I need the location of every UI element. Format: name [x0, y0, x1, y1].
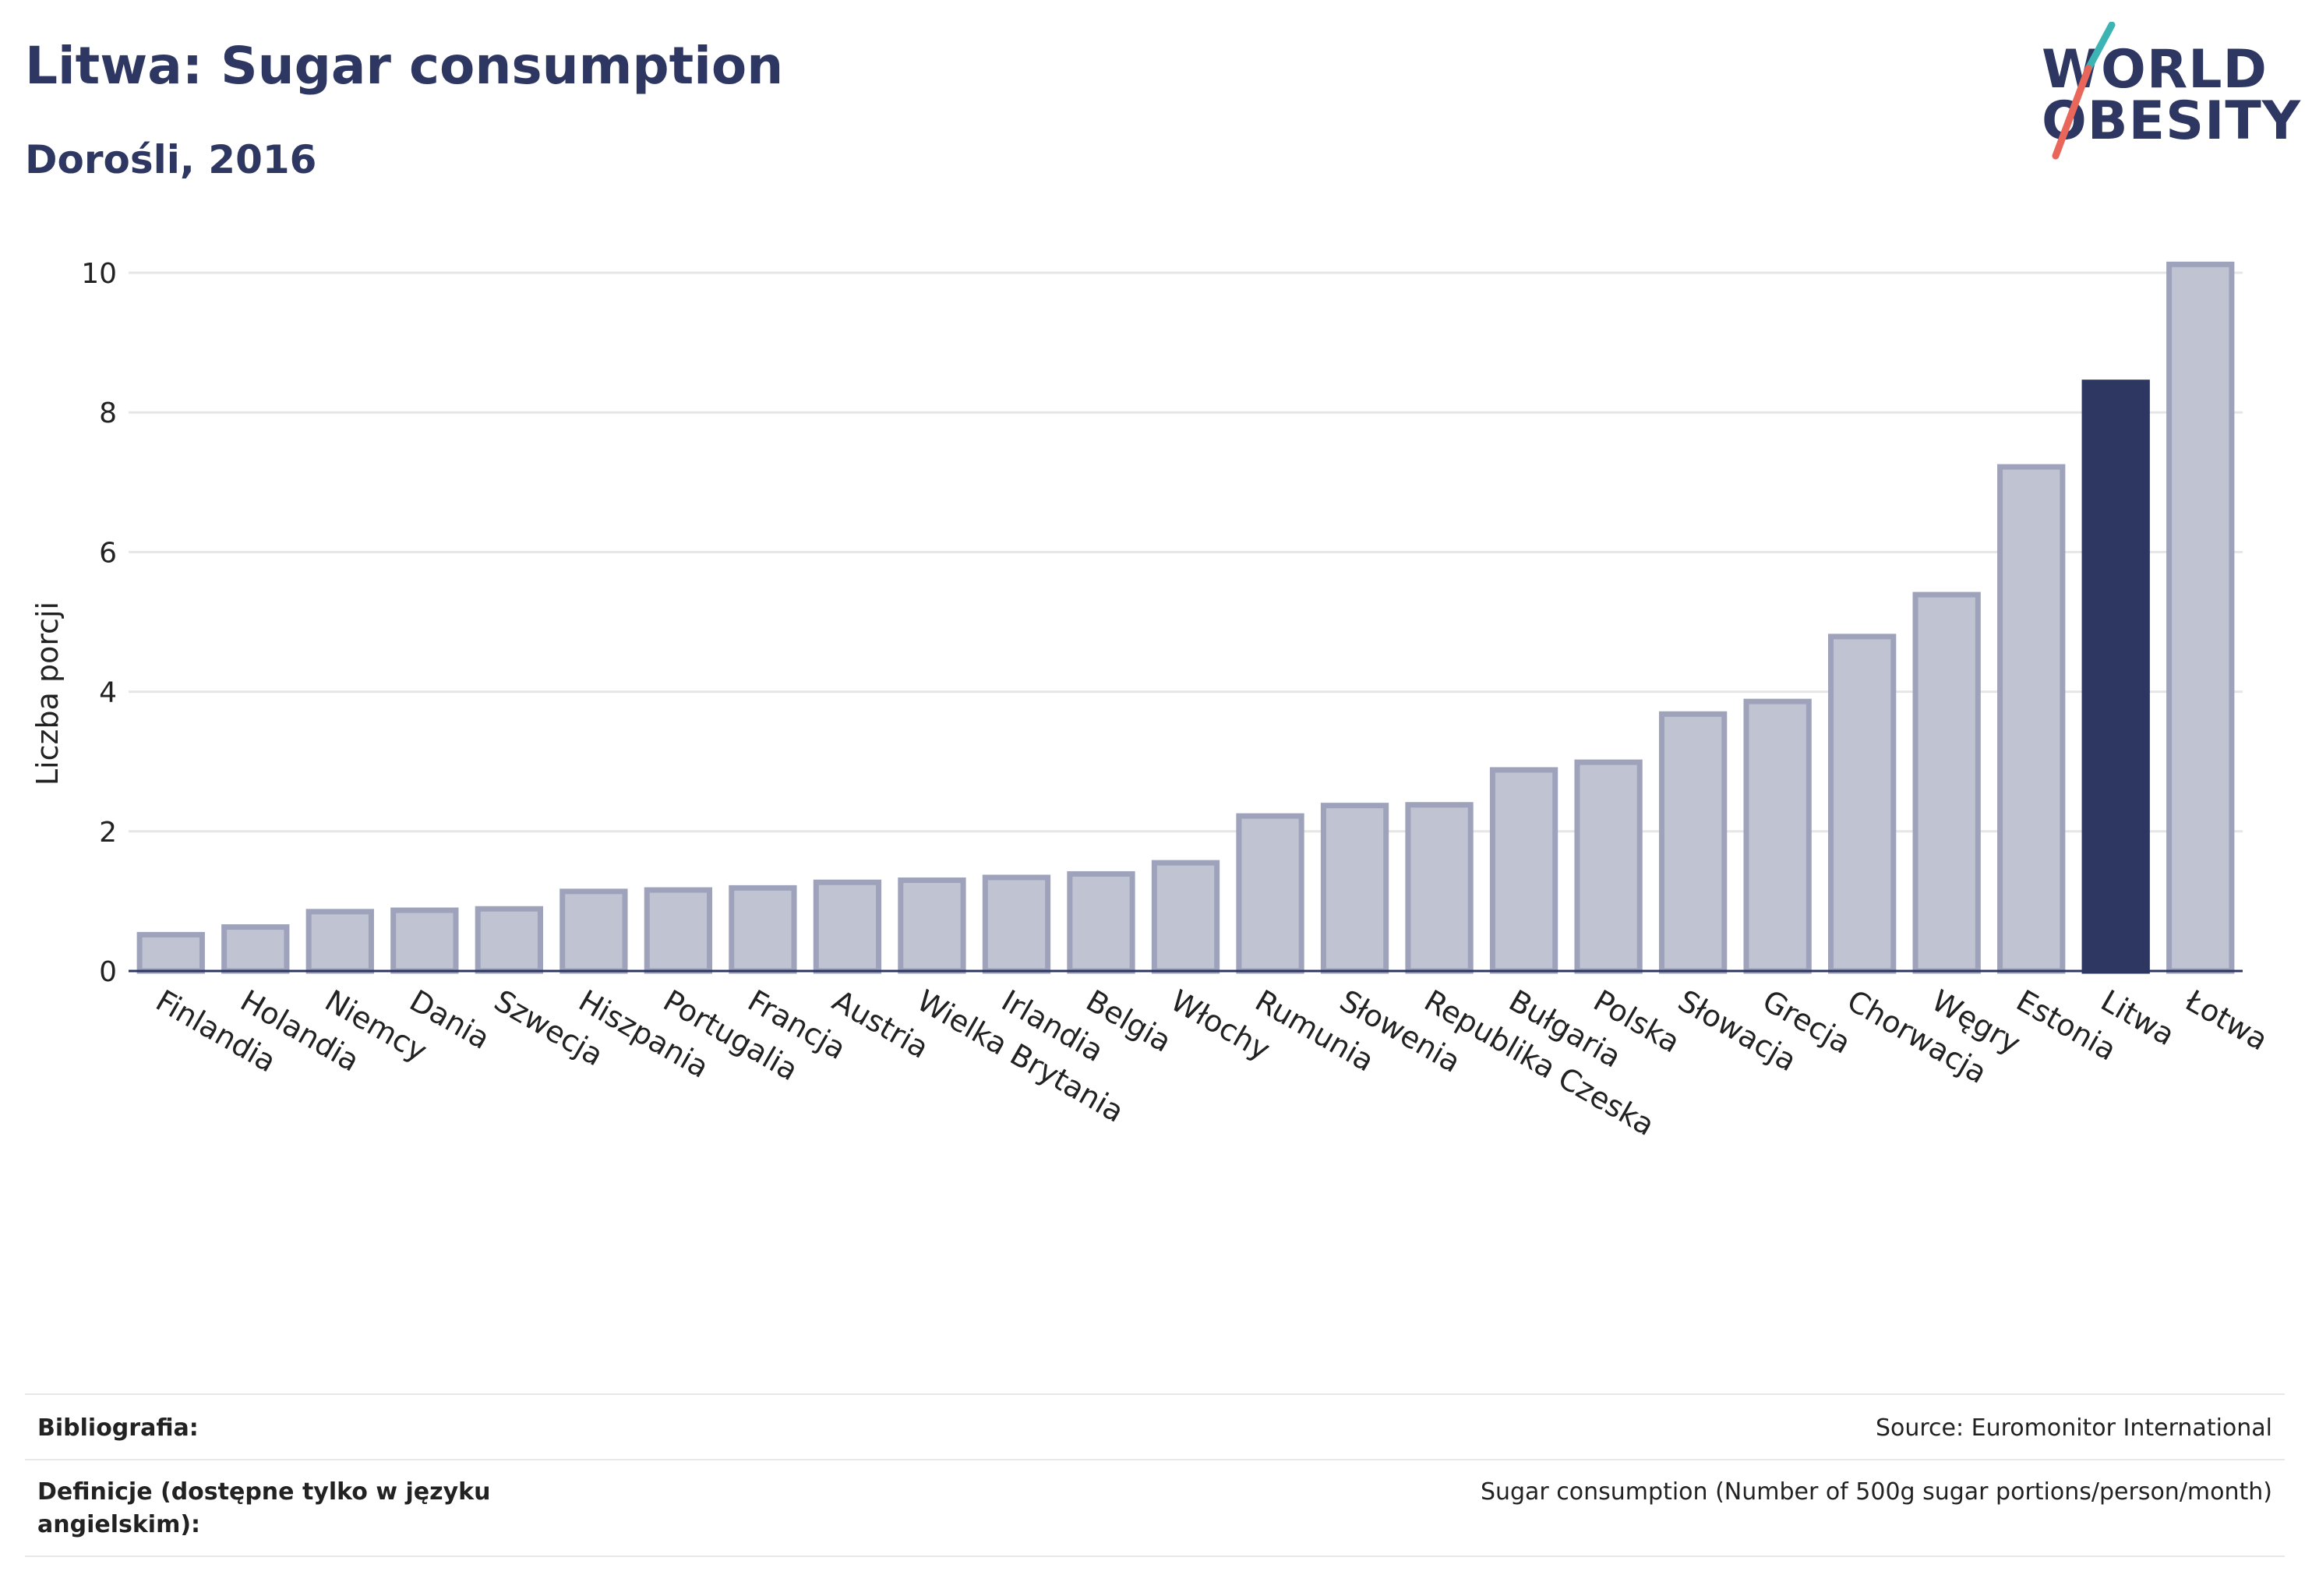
- definitions-value: Sugar consumption (Number of 500g sugar …: [1480, 1478, 2272, 1506]
- bar-chorwacja: [1828, 634, 1897, 974]
- x-axis-labels: FinlandiaHolandiaNiemcyDaniaSzwecjaHiszp…: [150, 983, 2274, 1142]
- logo-word-obesity: OBESITY: [2042, 90, 2301, 152]
- bar-austria: [813, 879, 882, 974]
- bar-holandia: [221, 924, 290, 974]
- y-tick-label: 2: [99, 817, 117, 849]
- bar-francja: [729, 885, 797, 974]
- bar-włochy: [1151, 860, 1220, 974]
- bar-estonia: [1997, 464, 2066, 974]
- footer-row-definitions: Definicje (dostępne tylko w języku angie…: [25, 1459, 2285, 1557]
- y-axis-label: Liczba porcji: [30, 602, 65, 786]
- footer-row-bibliography: Bibliografia: Source: Euromonitor Intern…: [25, 1393, 2285, 1460]
- definitions-label-line-2: angielskim):: [37, 1511, 201, 1538]
- bar-portugalia: [644, 887, 713, 974]
- bar-wielka-brytania: [898, 877, 966, 974]
- bar-niemcy: [305, 909, 374, 974]
- logo-slash-coral: [2052, 65, 2092, 160]
- chart-subtitle: Dorośli, 2016: [25, 137, 317, 182]
- bars: [136, 261, 2235, 974]
- bar-republika-czeska: [1405, 802, 1474, 974]
- bar-węgry: [1912, 591, 1981, 974]
- bar-litwa: [2081, 380, 2150, 974]
- bar-bułgaria: [1489, 767, 1558, 974]
- bar-rumunia: [1236, 813, 1304, 974]
- x-tick-label: Łotwa: [2179, 983, 2273, 1058]
- bar-łotwa: [2166, 261, 2235, 974]
- x-tick-label: Austria: [827, 983, 934, 1065]
- y-tick-label: 0: [99, 956, 117, 988]
- logo-slash-teal: [2084, 22, 2116, 72]
- bar-finlandia: [136, 931, 205, 974]
- chart-title: Litwa: Sugar consumption: [25, 36, 784, 96]
- logo-slash-icon: [2052, 22, 2116, 160]
- bar-słowenia: [1320, 803, 1389, 974]
- bar-grecja: [1743, 698, 1812, 974]
- bar-szwecja: [475, 906, 543, 974]
- bar-dania: [390, 907, 459, 974]
- definitions-label-line-1: Definicje (dostępne tylko w języku: [37, 1478, 491, 1506]
- bar-hiszpania: [559, 888, 628, 974]
- world-obesity-logo: WORLD OBESITY: [2026, 22, 2300, 170]
- y-tick-label: 6: [99, 537, 117, 569]
- y-tick-label: 10: [81, 258, 117, 290]
- bar-słowacja: [1658, 711, 1728, 974]
- y-tick-label: 4: [99, 677, 117, 709]
- bibliography-value: Source: Euromonitor International: [1875, 1414, 2272, 1442]
- bar-chart: 0 2 4 6 8 10 FinlandiaHolandiaNiemcyDaniaSzwe…: [30, 258, 2274, 1142]
- y-axis-ticks: 0 2 4 6 8 10: [81, 258, 117, 988]
- bar-irlandia: [982, 874, 1051, 974]
- bar-polska: [1574, 759, 1643, 974]
- bibliography-label: Bibliografia:: [37, 1414, 199, 1442]
- y-tick-label: 8: [99, 397, 117, 429]
- footer-bottom-rule: [25, 1555, 2285, 1557]
- bar-belgia: [1067, 870, 1135, 974]
- footer: Bibliografia: Source: Euromonitor Intern…: [25, 1393, 2285, 1565]
